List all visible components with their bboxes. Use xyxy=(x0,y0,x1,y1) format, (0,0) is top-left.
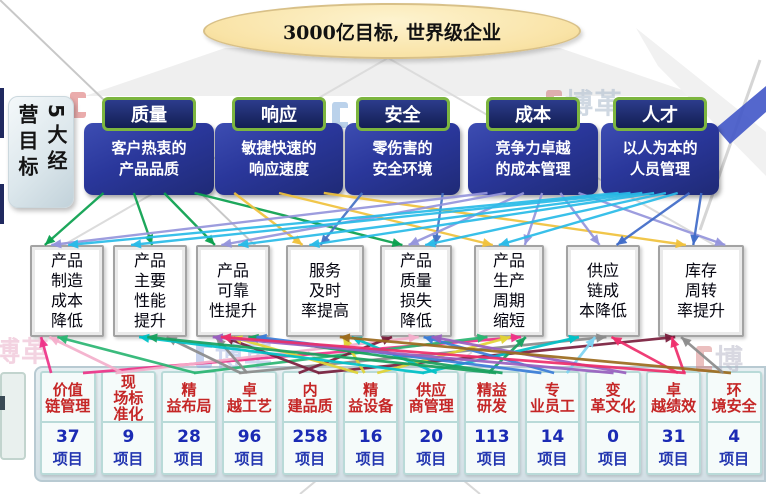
category-4: 内 建品质 258 项目 xyxy=(282,371,338,475)
five-goals-side-label: 5大经营目标 xyxy=(8,96,74,208)
category-1-count-box: 9 项目 xyxy=(103,423,155,473)
category-2-count-box: 28 项目 xyxy=(163,423,215,473)
category-6: 供应 商管理 20 项目 xyxy=(403,371,460,475)
category-6-name: 供应 商管理 xyxy=(405,373,458,423)
category-7-count-box: 113 项目 xyxy=(466,423,518,473)
bogee-watermark-text: 博革 xyxy=(0,335,51,368)
category-6-count-box: 20 项目 xyxy=(405,423,457,473)
category-2-unit: 项目 xyxy=(173,450,204,468)
goal-2: 安全 零伤害的 安全环境 xyxy=(345,97,460,197)
improvement-3: 服务 及时 率提高 xyxy=(286,245,364,337)
category-9-count: 0 xyxy=(607,427,619,447)
bogee-watermark: 博革 xyxy=(0,338,50,366)
category-8: 专 业员工 14 项目 xyxy=(524,371,581,475)
category-0-count-box: 37 项目 xyxy=(42,423,94,473)
improvement-5: 产品 生产 周期 缩短 xyxy=(474,245,544,337)
category-2-count: 28 xyxy=(177,427,201,447)
category-7: 精益 研发 113 项目 xyxy=(464,371,520,475)
category-4-unit: 项目 xyxy=(295,450,326,468)
category-3: 卓 越工艺 96 项目 xyxy=(221,371,278,475)
goal-0-description: 客户热衷的 产品品质 xyxy=(84,123,214,195)
clipped-left-box xyxy=(0,372,26,460)
vision-ellipse: 3000亿目标, 世界级企业 xyxy=(203,3,581,59)
goal-2-header: 安全 xyxy=(355,97,450,131)
category-4-name: 内 建品质 xyxy=(284,373,336,423)
category-8-count: 14 xyxy=(540,427,565,447)
category-9-name: 变 革文化 xyxy=(587,373,639,423)
category-0: 价值 链管理 37 项目 xyxy=(40,371,96,475)
improvement-0: 产品 制造 成本 降低 xyxy=(30,245,104,337)
improvement-7: 库存 周转 率提升 xyxy=(658,245,744,337)
goal-1: 响应 敏捷快速的 响应速度 xyxy=(215,97,343,197)
category-7-unit: 项目 xyxy=(476,450,507,468)
category-5: 精 益设备 16 项目 xyxy=(342,371,399,475)
category-0-count: 37 xyxy=(55,427,80,447)
improvement-2: 产品 可靠 性提升 xyxy=(196,245,270,337)
category-7-name: 精益 研发 xyxy=(466,373,518,423)
category-5-unit: 项目 xyxy=(355,450,386,468)
category-1-unit: 项目 xyxy=(113,450,144,468)
category-4-count-box: 258 项目 xyxy=(284,423,336,473)
goal-0: 质量 客户热衷的 产品品质 xyxy=(84,97,214,197)
side-label-text: 5大经营目标 xyxy=(15,104,68,182)
category-0-name: 价值 链管理 xyxy=(42,373,94,423)
vision-title: 3000亿目标, 世界级企业 xyxy=(282,21,502,44)
category-5-name: 精 益设备 xyxy=(344,373,397,423)
goal-4-header: 人才 xyxy=(613,97,707,131)
category-3-name: 卓 越工艺 xyxy=(223,373,276,423)
category-10-count-box: 31 项目 xyxy=(648,423,700,473)
category-1-name: 现 场标 准化 xyxy=(102,373,155,423)
category-8-name: 专 业员工 xyxy=(526,373,579,423)
goal-4-description: 以人为本的 人员管理 xyxy=(601,123,719,195)
category-10-count: 31 xyxy=(661,427,686,447)
category-5-count-box: 16 项目 xyxy=(345,423,397,473)
category-5-count: 16 xyxy=(358,427,383,447)
category-3-unit: 项目 xyxy=(234,450,265,468)
category-6-unit: 项目 xyxy=(416,450,447,468)
goal-3: 成本 竞争力卓越 的成本管理 xyxy=(468,97,598,197)
goal-1-description: 敏捷快速的 响应速度 xyxy=(215,123,343,195)
category-11-count: 4 xyxy=(728,427,741,447)
goal-3-header: 成本 xyxy=(486,97,580,131)
category-1-count: 9 xyxy=(122,427,135,447)
goal-2-description: 零伤害的 安全环境 xyxy=(345,123,460,195)
bogee-logo-icon xyxy=(196,342,212,368)
goal-1-header: 响应 xyxy=(232,97,326,131)
category-3-count: 96 xyxy=(237,427,262,447)
category-10: 卓 越绩效 31 项目 xyxy=(645,371,702,475)
category-7-count: 113 xyxy=(474,427,510,447)
category-9: 变 革文化 0 项目 xyxy=(585,371,641,475)
improvement-6: 供应 链成 本降低 xyxy=(566,245,640,337)
improvement-4: 产品 质量 损失 降低 xyxy=(380,245,452,337)
category-8-unit: 项目 xyxy=(537,450,568,468)
category-3-count-box: 96 项目 xyxy=(224,423,276,473)
category-6-count: 20 xyxy=(419,427,444,447)
category-9-count-box: 0 项目 xyxy=(587,423,639,473)
category-10-name: 卓 越绩效 xyxy=(647,373,700,423)
category-1: 现 场标 准化 9 项目 xyxy=(100,371,157,475)
category-2: 精 益布局 28 项目 xyxy=(161,371,217,475)
category-11-unit: 项目 xyxy=(719,450,750,468)
category-10-unit: 项目 xyxy=(658,450,689,468)
category-11-count-box: 4 项目 xyxy=(708,423,760,473)
category-8-count-box: 14 项目 xyxy=(527,423,579,473)
clipped-left-mark xyxy=(0,396,5,410)
goal-3-description: 竞争力卓越 的成本管理 xyxy=(468,123,598,195)
category-9-unit: 项目 xyxy=(597,450,628,468)
category-4-count: 258 xyxy=(292,427,328,447)
improvement-1: 产品 主要 性能 提升 xyxy=(113,245,187,337)
category-11: 环 境安全 4 项目 xyxy=(706,371,762,475)
blue-ribbon-shape xyxy=(716,86,766,144)
goal-4: 人才 以人为本的 人员管理 xyxy=(601,97,719,197)
goal-0-header: 质量 xyxy=(102,97,196,131)
category-2-name: 精 益布局 xyxy=(163,373,215,423)
category-11-name: 环 境安全 xyxy=(708,373,760,423)
category-0-unit: 项目 xyxy=(52,450,83,468)
